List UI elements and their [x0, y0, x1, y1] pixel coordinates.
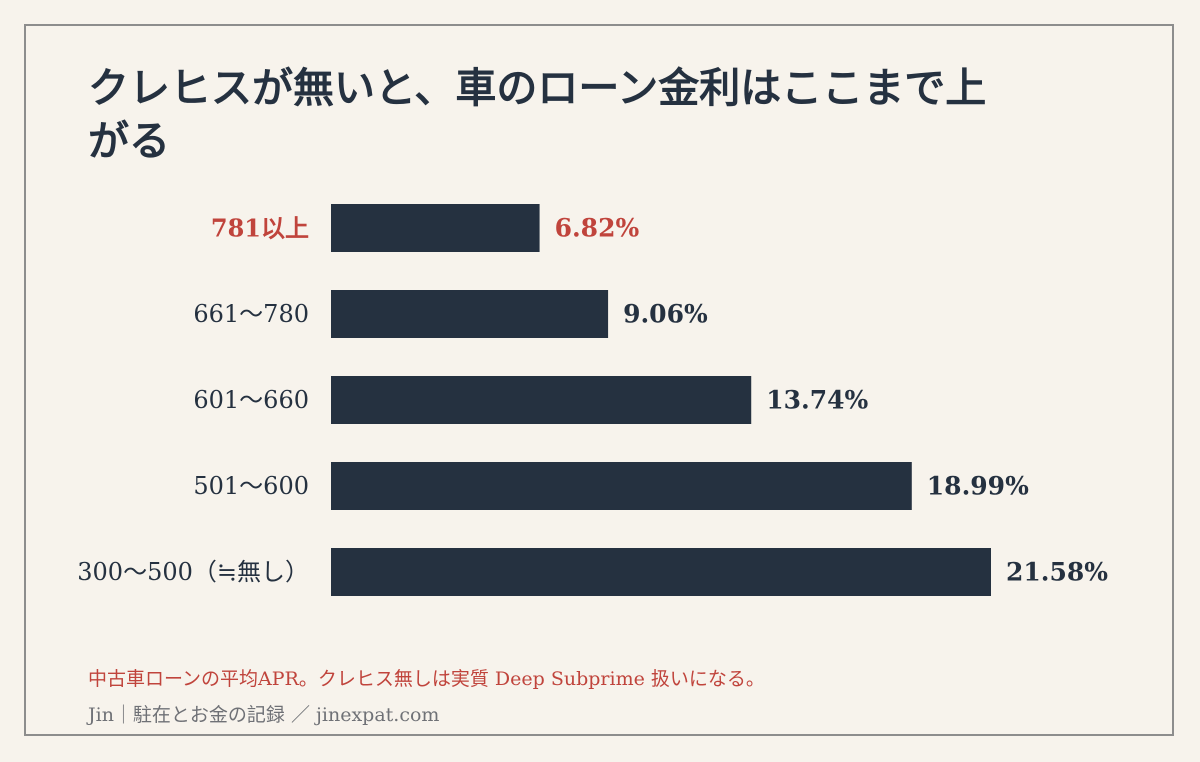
bar [331, 462, 912, 510]
data-label: 21.58% [1006, 558, 1108, 587]
bar [331, 548, 991, 596]
bar [331, 290, 609, 338]
category-label: 781以上 [211, 214, 309, 243]
bar-row: 781以上 6.82% [211, 204, 640, 252]
category-label: 300〜500（≒無し） [77, 558, 309, 586]
chart-frame [24, 24, 1174, 736]
bar [331, 376, 752, 424]
bar-row: 300〜500（≒無し） 21.58% [77, 548, 1108, 596]
data-label: 9.06% [623, 300, 708, 329]
bar-row: 501〜600 18.99% [193, 462, 1029, 510]
category-label: 501〜600 [193, 472, 309, 500]
data-label: 6.82% [555, 214, 640, 243]
bar [331, 204, 540, 252]
data-label: 18.99% [927, 472, 1029, 501]
category-label: 661〜780 [193, 300, 309, 328]
chart-title: クレヒスが無いと、車のローン金利はここまで上がる [88, 64, 987, 165]
data-label: 13.74% [766, 386, 868, 415]
bar-row: 661〜780 9.06% [193, 290, 708, 338]
category-label: 601〜660 [193, 386, 309, 414]
chart-note: 中古車ローンの平均APR。クレヒス無しは実質 Deep Subprime 扱いに… [88, 668, 765, 690]
bar-row: 601〜660 13.74% [193, 376, 869, 424]
chart-credit: Jin｜駐在とお金の記録 ／ jinexpat.com [88, 704, 440, 726]
